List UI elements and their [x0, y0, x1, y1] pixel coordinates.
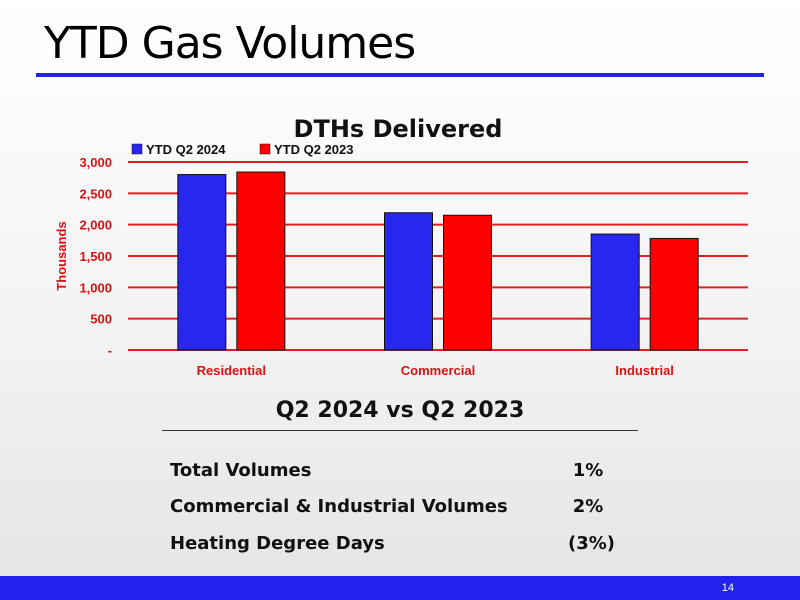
- y-tick-label: 3,000: [79, 155, 112, 170]
- comparison-row: Heating Degree Days (3%): [170, 533, 630, 563]
- bar-ytd-q2-2023-industrial: [649, 237, 699, 351]
- chart-bars: [177, 171, 699, 351]
- y-tick-label: 2,500: [79, 186, 112, 201]
- title-underline: [36, 73, 764, 77]
- bar-ytd-q2-2023-residential: [236, 171, 286, 351]
- y-axis-ticks: - 500 1,000 1,500 2,000 2,500 3,000: [79, 155, 112, 358]
- slide-title: YTD Gas Volumes: [44, 18, 416, 69]
- legend-label: YTD Q2 2024: [146, 142, 226, 157]
- legend-swatch: [259, 143, 271, 155]
- y-tick-label: -: [108, 343, 112, 358]
- legend-label: YTD Q2 2023: [274, 142, 354, 157]
- x-tick-label: Residential: [197, 363, 266, 378]
- y-tick-label: 2,000: [79, 218, 112, 233]
- bar-ytd-q2-2023-commercial: [443, 214, 492, 351]
- legend-swatch: [131, 143, 143, 155]
- comparison-value: 1%: [572, 460, 604, 481]
- y-tick-label: 1,000: [79, 280, 112, 295]
- y-tick-label: 1,500: [79, 249, 112, 264]
- x-tick-label: Commercial: [401, 363, 475, 378]
- footer-bar: 14: [0, 576, 800, 600]
- x-axis-ticks: Residential Commercial Industrial: [197, 363, 674, 378]
- comparison-row: Total Volumes 1%: [170, 460, 630, 490]
- comparison-value: (3%): [568, 533, 616, 554]
- y-tick-label: 500: [90, 312, 112, 327]
- bar-ytd-q2-2024-industrial: [590, 233, 640, 351]
- comparison-metric: Total Volumes: [170, 460, 312, 481]
- chart-title: DTHs Delivered: [294, 115, 503, 143]
- bar-ytd-q2-2024-residential: [177, 174, 227, 351]
- bar-chart: DTHs Delivered YTD Q2 2024 YTD Q2 2023 - 5…: [54, 115, 748, 378]
- comparison-value: 2%: [572, 496, 604, 517]
- chart-legend: YTD Q2 2024 YTD Q2 2023: [131, 142, 354, 157]
- comparison-metric: Heating Degree Days: [170, 533, 385, 554]
- comparison-divider: [162, 430, 638, 431]
- y-axis-title: Thousands: [54, 221, 69, 290]
- page-number: 14: [721, 582, 734, 594]
- comparison-metric: Commercial & Industrial Volumes: [170, 496, 508, 517]
- bar-ytd-q2-2024-commercial: [384, 212, 433, 351]
- chart-gridlines: [128, 161, 748, 351]
- comparison-heading: Q2 2024 vs Q2 2023: [275, 398, 525, 423]
- x-tick-label: Industrial: [615, 363, 674, 378]
- comparison-row: Commercial & Industrial Volumes 2%: [170, 496, 630, 526]
